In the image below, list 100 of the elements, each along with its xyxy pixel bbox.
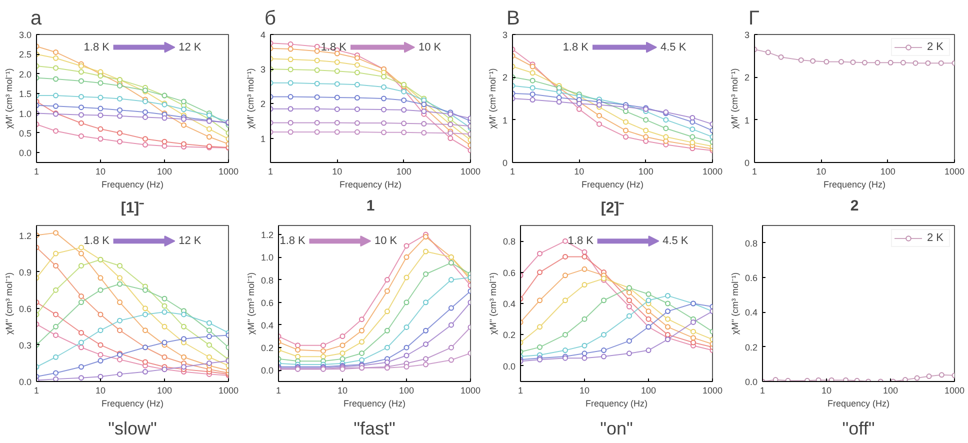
- y-tick-label: 2.5: [18, 50, 32, 60]
- x-axis-title: Frequency (Hz): [339, 180, 402, 190]
- text: а: [30, 8, 42, 30]
- x-tick-label: 1: [760, 386, 766, 396]
- y-tick-label: 0.8: [260, 275, 274, 286]
- y-axis-title: χM' (cm³ mol⁻¹): [487, 68, 498, 129]
- y-tick-label: 0: [502, 158, 508, 168]
- annotation: 1.8 K: [568, 235, 594, 248]
- annotation: 4.5 K: [660, 41, 687, 54]
- y-tick-label: 0.6: [260, 298, 274, 308]
- x-axis-title: Frequency (Hz): [581, 180, 644, 190]
- y-tick-label: 3.0: [18, 30, 32, 40]
- y-axis-title: χM'' (cm³ mol⁻¹): [246, 272, 256, 335]
- x-tick-label: 100: [882, 386, 898, 396]
- annotation: 1.8 K: [84, 41, 110, 54]
- x-tick-label: 10: [337, 386, 348, 396]
- y-tick-label: 0.2: [502, 330, 516, 340]
- y-tick-label: 0.0: [260, 366, 274, 376]
- y-tick-label: 1.0: [18, 108, 32, 119]
- x-tick-label: 1: [518, 386, 524, 396]
- y-tick-label: 0.9: [18, 267, 32, 278]
- text: 2: [850, 198, 859, 214]
- y-tick-label: 1.2: [18, 230, 32, 241]
- annotation: 12 K: [178, 41, 202, 54]
- y-tick-label: 1.5: [18, 89, 32, 100]
- x-axis-title: Frequency (Hz): [101, 398, 164, 408]
- annotation: 1.8 K: [562, 41, 590, 54]
- x-tick-label: 1000: [944, 166, 965, 176]
- y-tick-label: 1.0: [260, 252, 274, 263]
- y-axis-title: χM'' (cm³ mol⁻¹): [730, 272, 740, 335]
- y-tick-label: 4: [260, 30, 266, 40]
- y-tick-label: 0.2: [260, 343, 274, 354]
- x-tick-label: 100: [398, 386, 414, 396]
- x-tick-label: 10: [95, 386, 106, 396]
- text: "slow": [108, 418, 157, 438]
- y-tick-label: 2: [744, 72, 750, 83]
- y-tick-label: 0.5: [18, 128, 32, 138]
- x-tick-label: 10: [95, 166, 106, 176]
- y-tick-label: 0.0: [744, 377, 758, 387]
- y-tick-label: 0.0: [18, 148, 32, 158]
- annotation: 10 K: [374, 235, 398, 248]
- y-tick-label: 0.0: [502, 361, 516, 372]
- x-tick-label: 100: [640, 386, 656, 396]
- text: б: [264, 8, 276, 30]
- y-tick-label: 1.2: [260, 230, 274, 240]
- y-axis-title: χM' (cm³ mol⁻¹): [245, 68, 256, 129]
- text: [2]⁻: [600, 200, 624, 216]
- annotation: 12 K: [178, 235, 202, 248]
- y-axis-title: χM'' (cm³ mol⁻¹): [488, 272, 498, 335]
- y-tick-label: 0.6: [744, 273, 758, 283]
- x-axis-title: Frequency (Hz): [827, 398, 890, 408]
- y-tick-label: 3: [744, 30, 750, 40]
- x-tick-label: 1000: [944, 386, 965, 396]
- y-tick-label: 1: [744, 115, 750, 126]
- x-tick-label: 10: [579, 386, 590, 396]
- y-tick-label: 0.3: [18, 340, 32, 350]
- text: "on": [600, 418, 633, 438]
- annotation: 10 K: [418, 41, 442, 54]
- y-axis-title: χM'' (cm³ mol⁻¹): [4, 272, 14, 335]
- text: [1]⁻: [120, 200, 144, 216]
- legend-label: 2 K: [927, 41, 945, 53]
- x-axis-title: Frequency (Hz): [823, 180, 886, 190]
- x-tick-label: 1000: [460, 166, 481, 176]
- y-tick-label: 1: [260, 134, 266, 144]
- x-tick-label: 1000: [702, 386, 723, 396]
- y-tick-label: 0.2: [744, 342, 758, 352]
- x-tick-label: 1000: [218, 166, 239, 176]
- x-axis-title: Frequency (Hz): [101, 180, 164, 190]
- y-tick-label: 0.8: [744, 238, 758, 248]
- text: В: [506, 8, 520, 30]
- annotation: 1.8 K: [84, 235, 110, 248]
- y-tick-label: 0.4: [502, 299, 516, 309]
- y-tick-label: 1: [502, 115, 508, 126]
- y-tick-label: 2: [502, 72, 508, 83]
- x-tick-label: 1: [276, 386, 282, 396]
- y-tick-label: 2.0: [18, 69, 32, 80]
- y-tick-label: 0.4: [260, 320, 274, 330]
- x-tick-label: 10: [816, 166, 826, 176]
- y-tick-label: 0.0: [18, 377, 32, 387]
- x-tick-label: 1000: [702, 166, 723, 176]
- x-tick-label: 10: [332, 166, 342, 176]
- y-tick-label: 0.6: [18, 304, 32, 314]
- x-axis-title: Frequency (Hz): [585, 398, 648, 408]
- text: "fast": [354, 418, 396, 438]
- x-tick-label: 1: [34, 166, 40, 176]
- y-tick-label: 0.8: [502, 236, 516, 247]
- y-axis-title: χM' (cm³ mol⁻¹): [729, 68, 740, 129]
- x-tick-label: 1000: [460, 386, 481, 396]
- annotation: 4.5 K: [662, 235, 689, 248]
- y-tick-label: 2: [260, 99, 266, 110]
- text: "off": [842, 418, 875, 438]
- y-axis-title: χM' (cm³ mol⁻¹): [4, 68, 14, 129]
- y-tick-label: 0.6: [502, 268, 516, 278]
- y-tick-label: 0: [744, 158, 750, 168]
- y-tick-label: 3: [502, 30, 508, 40]
- x-axis-title: Frequency (Hz): [343, 398, 406, 408]
- legend-label: 2 K: [927, 232, 945, 244]
- x-tick-label: 100: [396, 166, 412, 176]
- y-tick-label: 3: [260, 64, 266, 75]
- x-tick-label: 10: [821, 386, 832, 396]
